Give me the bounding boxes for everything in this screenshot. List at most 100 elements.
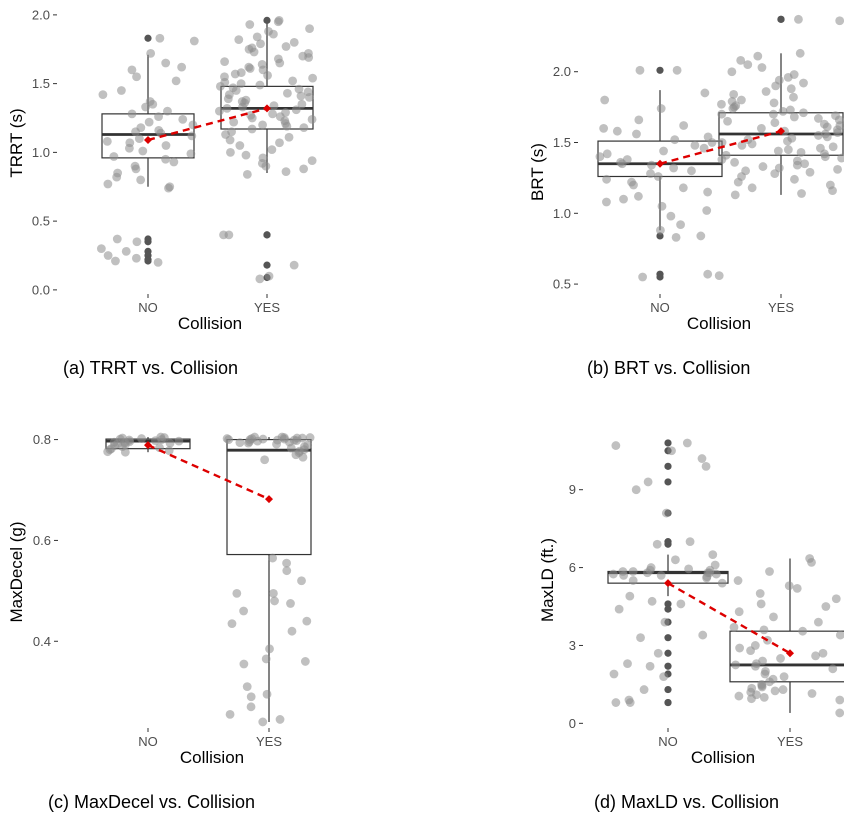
panel-caption: (d) MaxLD vs. Collision (594, 792, 779, 812)
data-point (103, 251, 113, 260)
data-point (666, 211, 676, 221)
data-point (751, 661, 760, 671)
data-point (289, 37, 299, 47)
panel-marks: 0.5 1.0 1.5 2.0 NO YES (553, 14, 844, 315)
data-point (224, 230, 234, 240)
jitter-yes (729, 554, 844, 718)
data-point (255, 80, 265, 90)
outlier-point (664, 478, 672, 486)
data-point (220, 57, 229, 67)
data-point (231, 86, 241, 95)
boxplot-no (101, 34, 195, 265)
data-point (714, 271, 724, 280)
data-point (821, 602, 831, 611)
y-tick-label: 0.5 (553, 277, 571, 292)
outlier-point (664, 685, 672, 694)
data-point (805, 167, 815, 177)
data-point (230, 69, 240, 79)
x-tick-label: NO (138, 734, 158, 749)
data-point (602, 197, 611, 207)
data-point (789, 112, 799, 122)
data-point (733, 576, 743, 585)
data-point (631, 485, 641, 495)
x-tick-label: YES (254, 300, 280, 315)
outlier-point (664, 634, 672, 642)
data-point (281, 167, 291, 177)
data-point (728, 104, 738, 113)
data-point (121, 246, 131, 256)
data-point (661, 508, 671, 518)
data-point (833, 128, 843, 137)
data-point (144, 117, 154, 127)
mean-marker (664, 579, 672, 588)
data-point (234, 35, 244, 45)
data-point (307, 156, 317, 166)
data-point (120, 447, 130, 457)
data-point (283, 88, 292, 98)
data-point (837, 153, 844, 163)
data-point (270, 596, 279, 606)
data-point (717, 109, 727, 119)
data-point (111, 256, 120, 266)
data-point (659, 146, 668, 156)
data-point (164, 183, 173, 193)
data-point (723, 116, 732, 126)
data-point (161, 141, 171, 150)
data-point (131, 253, 141, 263)
data-point (229, 117, 239, 127)
data-point (773, 146, 783, 156)
data-point (186, 149, 196, 159)
data-point (102, 136, 112, 146)
data-point (769, 98, 779, 108)
data-point (169, 157, 179, 167)
data-point (798, 626, 808, 636)
data-point (653, 172, 663, 181)
data-point (222, 103, 232, 113)
data-point (297, 99, 307, 109)
y-tick-label: 6 (569, 560, 576, 575)
y-axis-title: TRRT (s) (7, 108, 26, 177)
data-point (247, 113, 257, 123)
data-point (124, 143, 134, 153)
mean-trend-line (147, 107, 268, 142)
data-point (308, 73, 318, 83)
data-point (703, 269, 713, 279)
x-tick-label: YES (768, 300, 794, 315)
data-point (235, 438, 245, 448)
y-tick-label: 9 (569, 482, 576, 497)
data-point (789, 92, 798, 102)
data-point (245, 64, 255, 73)
data-point (669, 163, 679, 173)
data-point (246, 692, 256, 702)
outlier-point (664, 662, 672, 670)
data-point (757, 682, 767, 692)
y-tick-label: 0.5 (32, 214, 50, 229)
data-point (684, 564, 694, 574)
data-point (609, 669, 619, 679)
data-point (155, 33, 165, 43)
data-point (232, 588, 242, 598)
data-point (676, 599, 686, 609)
data-point (800, 159, 810, 169)
data-point (243, 438, 253, 448)
data-point (275, 138, 284, 148)
data-point (263, 70, 272, 80)
data-point (215, 106, 224, 116)
y-tick-label: 0.0 (32, 282, 50, 297)
data-point (645, 661, 655, 671)
data-point (151, 436, 160, 445)
data-point (611, 441, 621, 450)
data-point (729, 622, 739, 632)
data-point (807, 557, 816, 567)
data-point (282, 121, 292, 131)
y-tick-label: 0.8 (33, 432, 51, 447)
data-point (269, 101, 279, 111)
data-point (112, 172, 122, 182)
data-point (177, 62, 187, 72)
data-point (796, 148, 806, 157)
data-point (261, 654, 271, 664)
outlier-point (144, 257, 152, 265)
data-point (178, 114, 188, 124)
data-point (298, 452, 308, 462)
data-point (164, 446, 174, 456)
